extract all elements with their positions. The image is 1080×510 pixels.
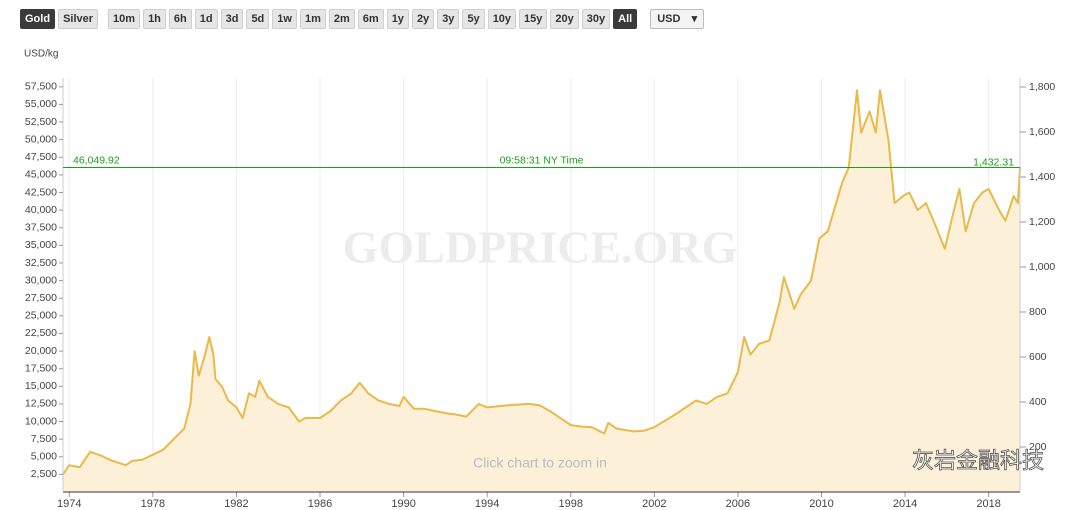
y-tick-label: 30,000: [25, 274, 57, 286]
line: [62, 89, 1021, 475]
y-tick-label: 2,500: [31, 468, 57, 480]
currency-select[interactable]: USD ▾: [650, 9, 705, 29]
area: [63, 90, 1020, 493]
x-tick-label: 2010: [809, 498, 833, 510]
range-button[interactable]: 1m: [299, 9, 326, 29]
y-tick-label: 45,000: [25, 169, 57, 181]
y2-tick-label: 600: [1029, 351, 1047, 363]
y-tick-label: 15,000: [25, 380, 57, 392]
range-button[interactable]: 1w: [272, 9, 297, 29]
current-time-label: 09:58:31 NY Time: [500, 154, 584, 166]
range-button[interactable]: 10m: [108, 9, 141, 29]
range-button[interactable]: 5d: [246, 9, 270, 29]
y-tick-label: 40,000: [25, 204, 57, 216]
y-tick-label: 42,500: [25, 186, 57, 198]
y-tick-label: 10,000: [25, 415, 57, 427]
range-button[interactable]: 6m: [357, 9, 384, 29]
range-button[interactable]: 2y: [411, 9, 435, 29]
y2-tick-label: 1,400: [1029, 171, 1055, 183]
dropdown-arrow: ▾: [691, 13, 698, 25]
range-button[interactable]: All: [613, 9, 638, 29]
y2-tick-label: 800: [1029, 306, 1047, 318]
x-tick-label: 1978: [141, 498, 165, 510]
source-mark: 灰岩金融科技: [912, 448, 1044, 473]
y-tick-label: 17,500: [25, 362, 57, 374]
y-tick-label: 27,500: [25, 292, 57, 304]
current-price-label: 46,049.92: [73, 154, 120, 166]
y-tick-label: 20,000: [25, 345, 57, 357]
y-tick-label: 37,500: [25, 222, 57, 234]
x-tick-label: 2014: [893, 498, 917, 510]
current-price-y2-label: 1,432.31: [973, 157, 1014, 169]
range-button[interactable]: 3d: [220, 9, 244, 29]
range-button[interactable]: 20y: [550, 9, 579, 29]
range-button[interactable]: 15y: [519, 9, 548, 29]
range-button[interactable]: 6h: [168, 9, 192, 29]
toolbar: Gold Silver 10m 1h 6h 1d 3d 5d 1w 1m 2m 6m 1y 2y 3y 5y 1…: [20, 9, 705, 29]
range-button[interactable]: Gold: [20, 9, 56, 29]
range-button[interactable]: 2m: [328, 9, 355, 29]
y-axis-label: USD/kg: [24, 49, 58, 60]
range-button[interactable]: Silver: [58, 9, 99, 29]
y2-tick-label: 200: [1029, 441, 1047, 453]
y2-tick-label: 1,200: [1029, 216, 1055, 228]
x-tick-label: 2002: [642, 498, 666, 510]
range-button[interactable]: 1h: [143, 9, 166, 29]
currency-value: USD: [657, 13, 681, 25]
range-button[interactable]: 30y: [581, 9, 611, 29]
x-tick-label: 1990: [391, 498, 415, 510]
y-tick-label: 12,500: [25, 398, 57, 410]
range-button[interactable]: 1y: [386, 9, 409, 29]
x-tick-label: 1986: [308, 498, 332, 510]
y-tick-label: 52,500: [25, 116, 57, 128]
y2-tick-label: 1,800: [1029, 81, 1055, 93]
y-tick-label: 35,000: [25, 239, 57, 251]
y-tick-label: 7,500: [31, 433, 57, 445]
y-tick-label: 25,000: [25, 310, 57, 322]
range-button[interactable]: 5y: [462, 9, 485, 29]
range-button[interactable]: 10y: [487, 9, 517, 29]
zoom-hint: Click chart to zoom in: [473, 455, 607, 471]
x-tick-label: 1974: [57, 498, 81, 510]
x-tick-label: 1982: [224, 498, 248, 510]
x-tick-label: 2006: [726, 498, 750, 510]
x-tick-label: 1998: [559, 498, 583, 510]
y-tick-label: 55,000: [25, 98, 57, 110]
y-tick-label: 5,000: [31, 451, 57, 463]
y-tick-label: 50,000: [25, 133, 57, 145]
y2-tick-label: 1,000: [1029, 261, 1055, 273]
y-tick-label: 32,500: [25, 257, 57, 269]
range-button[interactable]: 3y: [437, 9, 460, 29]
x-tick-label: 1994: [475, 498, 499, 510]
range-button[interactable]: 1d: [194, 9, 218, 29]
x-tick-label: 2018: [976, 498, 1000, 510]
y-tick-label: 47,500: [25, 151, 57, 163]
y2-tick-label: 400: [1029, 396, 1047, 408]
y-tick-label: 57,500: [25, 81, 57, 93]
watermark: GOLDPRICE.ORG: [343, 222, 738, 273]
y-tick-label: 22,500: [25, 327, 57, 339]
y2-tick-label: 1,600: [1029, 126, 1055, 138]
